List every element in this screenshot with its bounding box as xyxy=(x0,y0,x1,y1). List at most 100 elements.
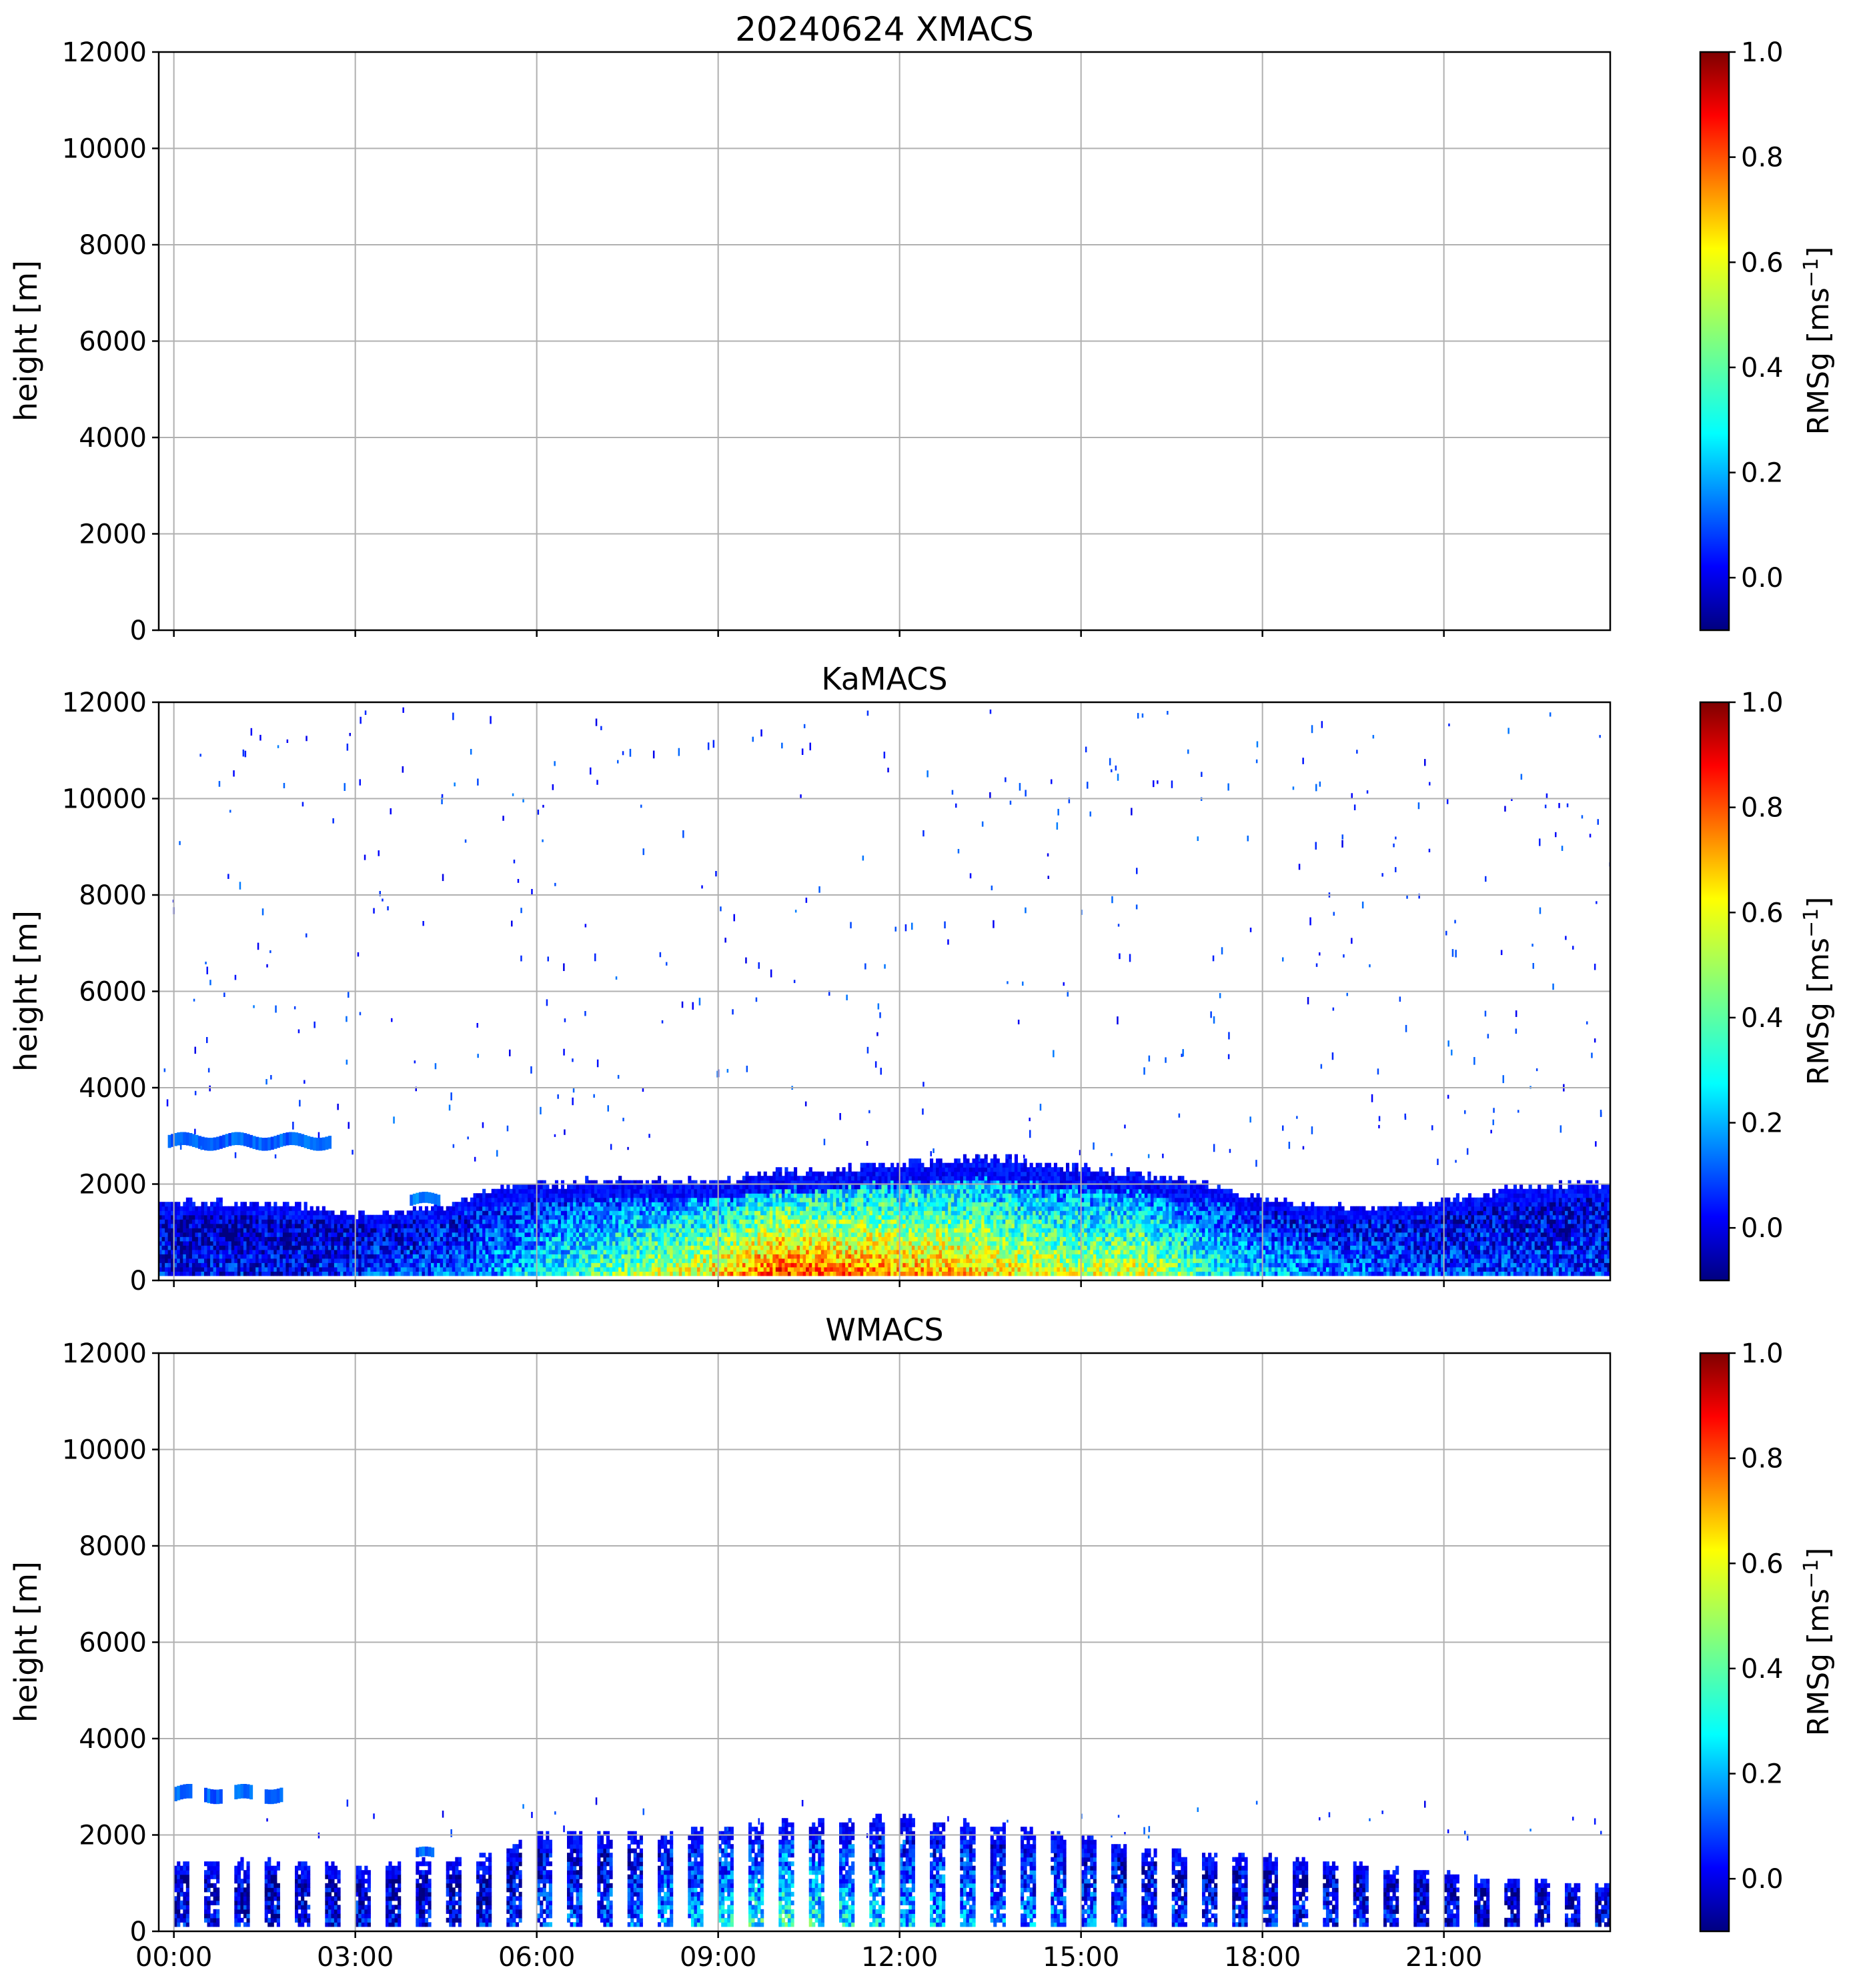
heatmap-cell xyxy=(857,1188,861,1194)
heatmap-cell xyxy=(820,1188,824,1194)
heatmap-cell xyxy=(896,1232,900,1237)
heatmap-cell xyxy=(624,1271,628,1276)
heatmap-cell xyxy=(437,1214,441,1220)
heatmap-cell xyxy=(195,1236,199,1242)
heatmap-cell xyxy=(709,1210,713,1216)
heatmap-cell xyxy=(676,1210,680,1216)
heatmap-cell xyxy=(252,1219,256,1224)
heatmap-cell xyxy=(715,1206,719,1211)
heatmap-cell xyxy=(297,1223,301,1228)
heatmap-cell xyxy=(890,1262,894,1268)
heatmap-cell xyxy=(552,1188,556,1194)
heatmap-cell xyxy=(179,1214,183,1220)
heatmap-cell xyxy=(264,1245,268,1250)
heatmap-cell xyxy=(800,1210,804,1216)
heatmap-cell xyxy=(733,1271,737,1276)
heatmap-cell xyxy=(373,1262,378,1268)
heatmap-cell xyxy=(902,1214,906,1220)
heatmap-cell xyxy=(424,1228,429,1233)
heatmap-cell xyxy=(842,1206,846,1211)
heatmap-cell xyxy=(627,1236,631,1242)
heatmap-cell xyxy=(881,1245,885,1250)
heatmap-cell xyxy=(869,1240,873,1246)
heatmap-cell xyxy=(712,1249,716,1254)
heatmap-cell xyxy=(766,1188,770,1194)
heatmap-cell xyxy=(522,1236,526,1242)
heatmap-cell xyxy=(313,1232,317,1237)
heatmap-cell xyxy=(872,1223,876,1228)
heatmap-cell xyxy=(307,1266,311,1272)
heatmap-cell xyxy=(488,1223,492,1228)
heatmap-cell xyxy=(177,1232,181,1237)
heatmap-cell xyxy=(606,1271,610,1276)
heatmap-cell xyxy=(485,1236,489,1242)
heatmap-cell xyxy=(600,1206,604,1211)
heatmap-cell xyxy=(769,1188,773,1194)
heatmap-cell xyxy=(536,1214,540,1220)
heatmap-cell xyxy=(603,1245,607,1250)
heatmap-cell xyxy=(585,1214,589,1220)
heatmap-cell xyxy=(258,1271,262,1276)
heatmap-cell xyxy=(636,1214,640,1220)
heatmap-cell xyxy=(802,1184,806,1190)
heatmap-cell xyxy=(745,1202,749,1207)
heatmap-cell xyxy=(491,1206,495,1211)
heatmap-cell xyxy=(500,1214,504,1220)
heatmap-cell xyxy=(570,1223,574,1228)
heatmap-cell xyxy=(893,1188,897,1194)
heatmap-cell xyxy=(690,1228,695,1233)
heatmap-cell xyxy=(331,1271,335,1276)
heatmap-cell xyxy=(694,1214,698,1220)
heatmap-cell xyxy=(509,1258,514,1263)
heatmap-cell xyxy=(476,1236,480,1242)
heatmap-cell xyxy=(558,1210,562,1216)
heatmap-cell xyxy=(346,1271,350,1276)
heatmap-cell xyxy=(721,1249,725,1254)
heatmap-cell xyxy=(579,1219,583,1224)
heatmap-cell xyxy=(295,1219,299,1224)
heatmap-cell xyxy=(712,1232,716,1237)
heatmap-cell xyxy=(682,1223,686,1228)
heatmap-cell xyxy=(830,1236,834,1242)
heatmap-cell xyxy=(512,1184,516,1190)
heatmap-cell xyxy=(905,1202,909,1207)
heatmap-cell xyxy=(458,1210,462,1216)
heatmap-cell xyxy=(361,1266,365,1272)
heatmap-cell xyxy=(787,1258,792,1263)
heatmap-cell xyxy=(252,1202,256,1207)
heatmap-cell xyxy=(830,1206,834,1211)
heatmap-cell xyxy=(603,1180,607,1185)
heatmap-cell xyxy=(464,1232,468,1237)
heatmap-cell xyxy=(443,1245,447,1250)
heatmap-cell xyxy=(606,1236,610,1242)
heatmap-cell xyxy=(839,1206,843,1211)
heatmap-cell xyxy=(337,1262,341,1268)
heatmap-cell xyxy=(812,1184,816,1190)
heatmap-cell xyxy=(364,1245,368,1250)
heatmap-cell xyxy=(528,1214,532,1220)
heatmap-cell xyxy=(739,1254,743,1259)
heatmap-cell xyxy=(721,1219,725,1224)
heatmap-cell xyxy=(781,1188,786,1194)
heatmap-cell xyxy=(585,1193,589,1198)
heatmap-cell xyxy=(185,1240,189,1246)
heatmap-cell xyxy=(845,1193,849,1198)
heatmap-cell xyxy=(739,1210,743,1216)
heatmap-cell xyxy=(591,1219,595,1224)
heatmap-cell xyxy=(279,1254,283,1259)
heatmap-cell xyxy=(585,1254,589,1259)
heatmap-cell xyxy=(624,1228,628,1233)
heatmap-cell xyxy=(297,1249,301,1254)
heatmap-cell xyxy=(621,1245,625,1250)
heatmap-cell xyxy=(775,1193,779,1198)
heatmap-cell xyxy=(784,1228,788,1233)
heatmap-cell xyxy=(727,1219,731,1224)
heatmap-cell xyxy=(670,1262,674,1268)
heatmap-cell xyxy=(567,1188,571,1194)
heatmap-cell xyxy=(367,1249,371,1254)
heatmap-cell xyxy=(639,1210,643,1216)
heatmap-cell xyxy=(597,1184,601,1190)
heatmap-cell xyxy=(784,1184,788,1190)
heatmap-cell xyxy=(618,1197,622,1202)
